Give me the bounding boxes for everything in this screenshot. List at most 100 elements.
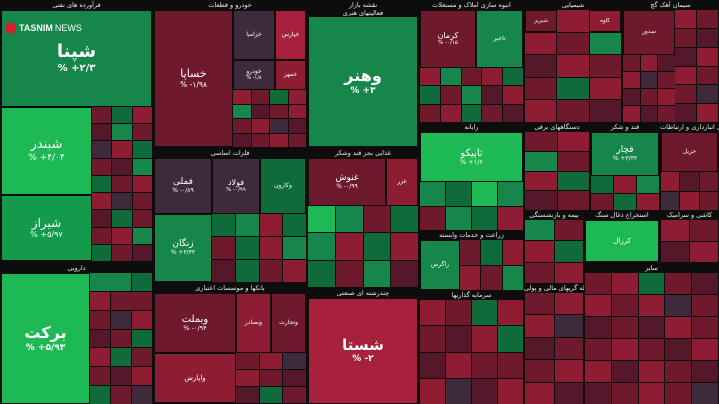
section-build: انبوه سازی املاک و مستغلات کرمان % -۰/۱۵… bbox=[419, 0, 524, 122]
section-cement: سیمان آهک گچ سدور bbox=[622, 0, 719, 122]
tile-khamehr[interactable]: خمهر bbox=[275, 60, 306, 90]
build-small-tiles bbox=[420, 68, 523, 122]
tile-percent: % -۰/۹۴ bbox=[183, 324, 207, 333]
section-title: بانکها و موسسات اعتباری bbox=[195, 284, 265, 292]
tile-khasapa[interactable]: خساپا % -۱/۹۸ bbox=[154, 10, 233, 147]
device-small-tiles bbox=[525, 132, 589, 210]
tile-name: غزر bbox=[397, 177, 407, 185]
tile-name: شستا bbox=[342, 336, 384, 355]
tile-kave[interactable]: کاوه bbox=[589, 10, 621, 32]
tile-name: شبندر bbox=[30, 137, 63, 153]
tile-percent: % +۱/۶ bbox=[460, 158, 483, 167]
tile-name: برکت bbox=[24, 323, 67, 343]
tile-ghojar[interactable]: قچار % +۳/۳۳ bbox=[591, 132, 659, 176]
tile-percent: % -۱/۸ bbox=[246, 74, 262, 81]
tile-percent: % -۰/۹۹ bbox=[226, 187, 246, 194]
tile-takherz[interactable]: تاخیر bbox=[476, 10, 523, 68]
tile-khapars[interactable]: خپارس bbox=[275, 10, 306, 60]
section-subtitle: فعالیتهای هنری bbox=[342, 9, 384, 17]
tasnim-logo: TASNIM NEWS bbox=[6, 22, 82, 34]
section-title: انبوه سازی املاک و مستغلات bbox=[432, 1, 511, 9]
tile-name: خساپا bbox=[180, 66, 207, 80]
tile-vabsade[interactable]: وبصادر bbox=[236, 293, 271, 353]
tile-shabriz[interactable]: شبریز bbox=[525, 10, 557, 32]
section-car: خودرو و قطعات خساپا % -۱/۹۸ خزامیا خپارس… bbox=[153, 0, 307, 148]
section-misc: سایر bbox=[584, 263, 719, 404]
tile-shepna[interactable]: شپنا % +۲/۳ bbox=[1, 10, 152, 107]
section-basic-metals: فلزات اساسی فملی % -۰/۸۹ فولاد % -۰/۹۹ و… bbox=[153, 148, 307, 283]
tile-vakaroon[interactable]: وکارون bbox=[260, 158, 306, 214]
tile-name: شیراز bbox=[31, 215, 62, 230]
tile-name: حریل bbox=[682, 147, 697, 155]
tile-harir[interactable]: حریل bbox=[661, 132, 718, 172]
section-chem: شیمیایی شبریز کاوه bbox=[524, 0, 622, 122]
tile-tapico[interactable]: تاپیکو % +۱/۶ bbox=[420, 132, 523, 182]
pharma-small-tiles bbox=[90, 273, 152, 404]
section-food: غذایی بجز قند وشکر غنوش % -۰/۹۹ غزر bbox=[307, 148, 419, 288]
tile-foolad[interactable]: فملی % -۰/۸۹ bbox=[154, 158, 212, 214]
insurance-small-tiles bbox=[525, 220, 583, 283]
oil-small-tiles bbox=[92, 107, 152, 261]
tile-vahnar[interactable]: وهنر % +۳ bbox=[308, 16, 418, 147]
tile-percent: % +۵/۹۳ bbox=[25, 342, 66, 353]
tile-zagros[interactable]: زاگرس bbox=[420, 240, 460, 290]
agri-small-tiles bbox=[460, 240, 523, 290]
tile-percent: % +۲/۳ bbox=[57, 63, 96, 75]
invest-small-tiles bbox=[420, 300, 523, 404]
section-sugar: قند و شکر قچار % +۳/۳۳ bbox=[590, 122, 660, 210]
section-invest: سرمایه گذاریها bbox=[419, 290, 524, 404]
tile-ghosh[interactable]: غنوش % -۰/۹۹ bbox=[308, 158, 386, 206]
tile-kerzal[interactable]: کرزال bbox=[585, 220, 659, 262]
section-title: نقشه بازار bbox=[348, 1, 378, 9]
tile-kerman[interactable]: کرمان % -۰/۱۵ bbox=[420, 10, 476, 68]
tile-zangan[interactable]: زنگان % +۳/۳۳ bbox=[154, 214, 212, 282]
tile-sadour[interactable]: سدور bbox=[623, 10, 675, 55]
food-small-tiles bbox=[308, 206, 418, 287]
basic-small-tiles bbox=[212, 214, 306, 282]
section-title: رایانه bbox=[464, 123, 479, 131]
section-title: فرآورده های نفتی bbox=[52, 1, 101, 9]
tile-percent: % +۴/۰۴ bbox=[28, 153, 65, 164]
section-bank: بانکها و موسسات اعتباری وبملت % -۰/۹۴ وب… bbox=[153, 283, 307, 404]
tile-vapard[interactable]: واپارس bbox=[154, 353, 236, 403]
tile-name: کرزال bbox=[613, 236, 631, 245]
tile-name: تاخیر bbox=[493, 34, 506, 42]
tile-name: زاگرس bbox=[430, 260, 450, 268]
logo-icon bbox=[6, 23, 16, 33]
transport-small-tiles bbox=[661, 172, 718, 210]
car-small-tiles bbox=[233, 90, 306, 147]
tile-vtejarat[interactable]: وتجارت bbox=[271, 293, 306, 353]
tile-vbmellat[interactable]: وبملت % -۰/۹۴ bbox=[154, 293, 236, 353]
section-title: حمل و نقل انبارداری و ارتباطات bbox=[660, 123, 719, 131]
misc-small-tiles bbox=[585, 273, 718, 404]
tile-shiraz[interactable]: شیراز % +۵/۹۷ bbox=[1, 195, 92, 261]
tile-percent: % -۱/۹۸ bbox=[180, 79, 207, 89]
section-title: فلزات اساسی bbox=[210, 149, 250, 157]
tile-khodro[interactable]: خودرو % -۱/۸ bbox=[233, 60, 275, 90]
section-title: غذایی بجز قند وشکر bbox=[335, 149, 391, 157]
tile-name: وهنر bbox=[344, 66, 382, 86]
section-title: واسطه گریهای مالی و پولی bbox=[524, 284, 584, 292]
section-insurance: بیمه و بازنشستگی bbox=[524, 210, 584, 283]
tile-percent: % -۰/۹۹ bbox=[336, 182, 358, 190]
section-title: کاشی و سرامیک bbox=[666, 211, 713, 219]
tile-name: سدور bbox=[642, 28, 656, 36]
tile-barkat[interactable]: برکت % +۵/۹۳ bbox=[1, 273, 90, 404]
section-art: نقشه بازار فعالیتهای هنری وهنر % +۳ bbox=[307, 0, 419, 148]
tile-ghazar[interactable]: غزر bbox=[386, 158, 418, 206]
ceramic-small-tiles bbox=[661, 220, 718, 262]
tile-name: کاوه bbox=[600, 17, 610, 24]
section-pharma: دارویی برکت % +۵/۹۳ bbox=[0, 263, 153, 404]
logo-suffix: NEWS bbox=[54, 23, 82, 33]
tile-name: تاپیکو bbox=[460, 147, 483, 159]
tile-shabandar[interactable]: شبندر % +۴/۰۴ bbox=[1, 107, 92, 195]
section-title: قند و شکر bbox=[610, 123, 640, 131]
computer-small-tiles bbox=[420, 182, 523, 230]
tile-shasta[interactable]: شستا % -۲ bbox=[308, 298, 418, 404]
tile-foolad2[interactable]: فولاد % -۰/۹۹ bbox=[212, 158, 260, 214]
section-title: دارویی bbox=[67, 264, 86, 272]
tile-name: خپارس bbox=[281, 30, 300, 38]
tile-khazamia[interactable]: خزامیا bbox=[233, 10, 275, 60]
tile-name: فملی bbox=[173, 177, 193, 188]
